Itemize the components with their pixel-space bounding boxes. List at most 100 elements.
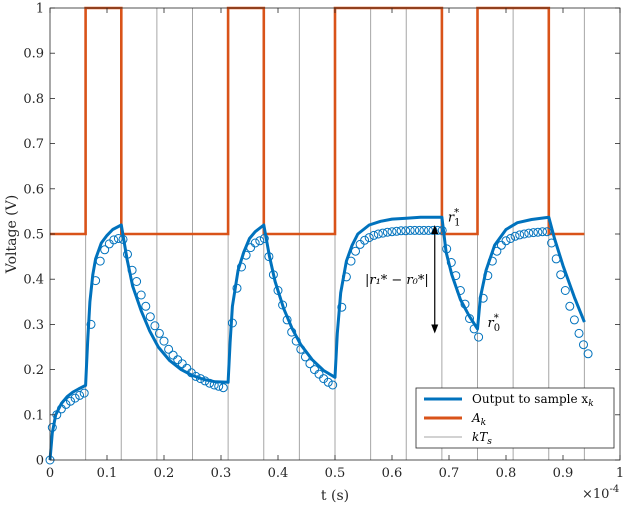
arrow-head-top (431, 224, 439, 234)
sample-marker (182, 363, 192, 373)
legend-entry-ak: Ak (471, 411, 486, 428)
sample-marker (70, 393, 80, 403)
x-tick-label: 0.1 (97, 466, 118, 481)
sample-marker (300, 352, 310, 362)
sample-marker (227, 318, 237, 328)
sample-marker (159, 336, 169, 346)
sample-marker (86, 319, 96, 329)
sample-marker (346, 256, 356, 266)
legend-output-text: Output to sample x (472, 392, 588, 406)
r0-sub: 0 (494, 323, 500, 334)
sample-marker (259, 234, 269, 243)
sample-marker (382, 227, 392, 237)
y-tick-label: 0.8 (23, 92, 44, 107)
r0-sup: * (494, 313, 499, 324)
sample-marker (91, 276, 101, 286)
difference-label: |r₁* − r₀*| (365, 273, 429, 288)
x-tick-label: 0.6 (382, 466, 403, 481)
legend-output-sub: k (588, 399, 593, 409)
sample-marker (328, 380, 338, 390)
sample-marker (56, 404, 66, 414)
sample-marker (451, 271, 461, 281)
r1-star-label: r* 1 (448, 207, 461, 228)
sample-marker (396, 226, 406, 236)
sample-marker (560, 286, 570, 295)
sample-marker (154, 328, 164, 338)
sample-marker (519, 229, 529, 239)
sample-marker (278, 300, 288, 310)
sample-marker (209, 380, 219, 390)
sample-marker (246, 243, 256, 253)
sample-marker (323, 377, 333, 387)
sample-marker (437, 225, 447, 235)
sample-marker (196, 374, 205, 384)
sample-marker (296, 344, 306, 354)
sample-marker (268, 270, 278, 280)
y-tick-label: 0.2 (23, 363, 44, 378)
sample-marker (392, 226, 402, 236)
sample-marker (145, 312, 155, 322)
y-tick-label: 0.6 (23, 182, 44, 197)
sample-marker (360, 235, 370, 245)
sample-marker (118, 234, 128, 244)
sample-marker (132, 277, 142, 286)
x-tick-label: 0.8 (496, 466, 517, 481)
sample-marker (351, 246, 360, 256)
sample-marker (200, 376, 210, 386)
sample-marker (337, 302, 347, 312)
sample-marker (123, 249, 132, 259)
sample-marker (542, 227, 552, 237)
sample-marker (109, 235, 119, 245)
r1-base: r (448, 210, 455, 225)
sample-marker (164, 344, 174, 354)
sample-marker (574, 328, 584, 338)
sample-marker (232, 283, 242, 293)
sample-marker (405, 225, 415, 235)
sample-marker (341, 272, 351, 282)
sample-marker (177, 359, 187, 369)
y-tick-label: 0.7 (23, 137, 44, 152)
x-tick-label: 0.2 (154, 466, 175, 481)
sample-marker (465, 314, 474, 323)
sample-marker (474, 332, 484, 342)
sample-marker (478, 293, 488, 303)
annotations: |r₁* − r₀*| r* 1 r* 0 (365, 207, 500, 334)
sample-marker (455, 286, 465, 295)
sample-marker (264, 252, 274, 262)
legend-kts-text: kT (472, 430, 488, 444)
r0-star-label: r* 0 (488, 313, 501, 334)
sample-marker (547, 238, 557, 248)
y-tick-label: 0.1 (23, 408, 44, 423)
y-tick-label: 0.5 (23, 228, 44, 243)
sample-marker (191, 371, 201, 381)
y-tick-label: 0.9 (23, 47, 44, 62)
sample-marker (496, 240, 506, 250)
sample-marker (401, 226, 411, 236)
ak-step-line (50, 6, 585, 236)
sample-marker (419, 225, 429, 235)
y-tick-label: 0.4 (23, 273, 44, 288)
sample-marker (556, 270, 566, 280)
sample-marker (369, 230, 379, 240)
sample-marker (373, 229, 383, 239)
sample-marker (314, 369, 324, 379)
x-tick-label: 0 (46, 466, 54, 481)
sample-marker (127, 265, 137, 275)
sample-marker (460, 299, 470, 309)
sample-marker (579, 340, 588, 350)
ak-series (50, 6, 585, 236)
x-axis-label: t (s) (321, 488, 349, 504)
x-tick-label: 0.7 (439, 466, 460, 481)
sample-marker (569, 315, 579, 325)
sample-marker (483, 271, 493, 281)
sample-marker (364, 233, 374, 243)
sample-marker (150, 321, 160, 331)
sample-marker (79, 388, 89, 398)
sample-marker (506, 234, 516, 243)
x-tick-label: 1 (616, 466, 624, 481)
x-tick-label: 0.3 (211, 466, 232, 481)
sample-marker (136, 290, 146, 300)
sample-marker (310, 365, 319, 375)
sample-marker (66, 396, 75, 406)
